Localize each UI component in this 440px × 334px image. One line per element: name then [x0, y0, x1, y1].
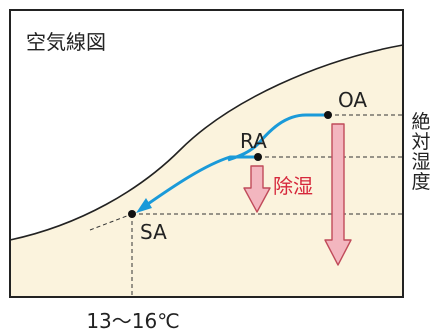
y-axis-label-char: 度: [411, 171, 430, 193]
y-axis-label-char: 湿: [411, 151, 430, 173]
x-axis-label: 13〜16℃: [86, 309, 179, 333]
ra-label: RA: [240, 129, 267, 153]
ra-point: [254, 153, 262, 161]
process-line-ra: [144, 155, 258, 208]
chart-frame: [9, 9, 404, 298]
sa-label: SA: [140, 220, 167, 244]
y-axis-label-char: 絶: [411, 111, 430, 133]
oa-point: [324, 111, 332, 119]
y-axis-label: 絶 対 湿 度: [411, 111, 430, 193]
sa-extension-guide: [89, 213, 133, 231]
oa-label: OA: [338, 88, 367, 112]
dehumidify-label: 除湿: [273, 174, 313, 198]
sa-point: [128, 210, 136, 218]
saturation-curve: [9, 44, 404, 241]
dehumidify-arrow-oa: [324, 123, 352, 266]
saturation-region: [10, 10, 403, 240]
process-arrowhead: [136, 198, 152, 213]
chart-title: 空気線図: [26, 30, 106, 54]
dehumidify-arrow-ra: [243, 165, 271, 213]
y-axis-label-char: 対: [411, 131, 430, 153]
